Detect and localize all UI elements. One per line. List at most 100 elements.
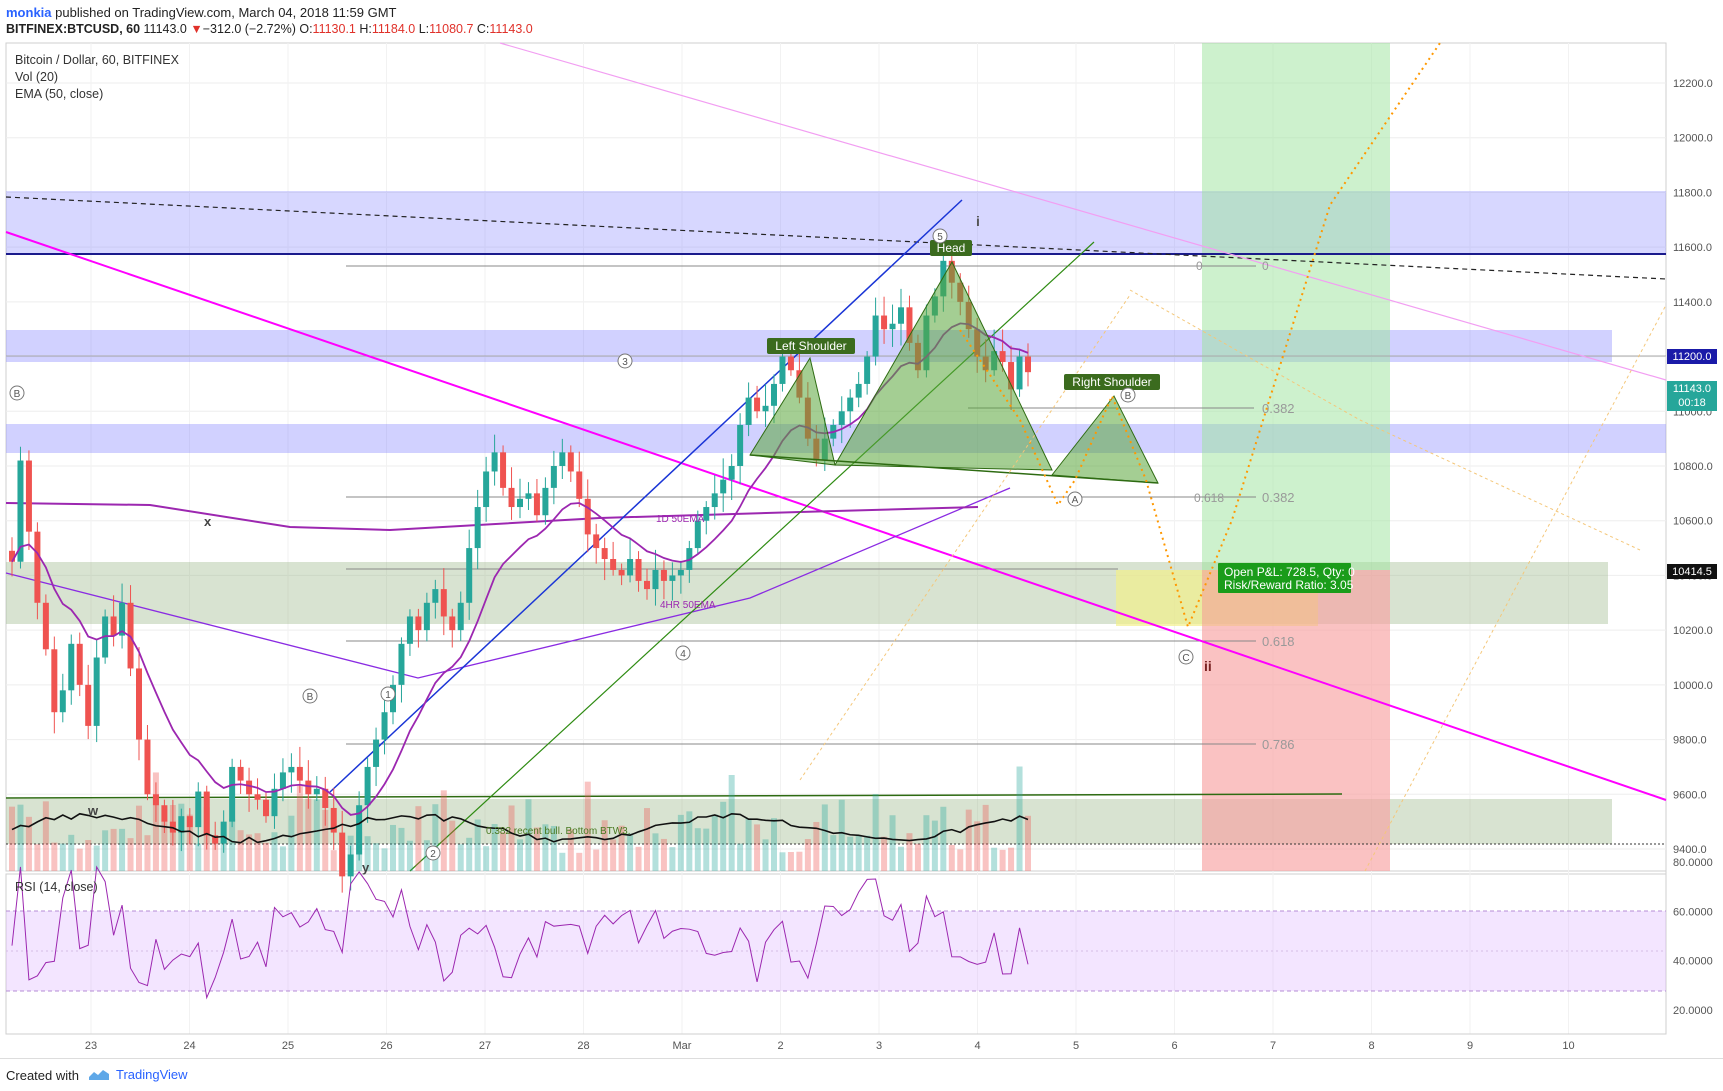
candle-body[interactable] — [220, 821, 227, 844]
candle-body[interactable] — [364, 766, 371, 806]
candle-body[interactable] — [305, 780, 312, 795]
candle-body[interactable] — [381, 712, 388, 740]
candle-body[interactable] — [119, 602, 126, 636]
candle-body[interactable] — [711, 493, 718, 508]
candle-body[interactable] — [17, 460, 24, 562]
candle-body[interactable] — [1025, 356, 1031, 373]
time-axis[interactable]: 23 24 25 26 27 28 Mar 2 3 4 5 6 7 8 9 10 — [85, 1040, 1575, 1052]
candle-body[interactable] — [136, 668, 142, 740]
candle-body[interactable] — [584, 498, 591, 535]
candle-body[interactable] — [152, 794, 159, 806]
candle-body[interactable] — [415, 616, 422, 631]
candle-body[interactable] — [542, 487, 549, 516]
volume-legend[interactable]: Vol (20) — [15, 70, 59, 84]
candle-body[interactable] — [906, 307, 913, 343]
candle-body[interactable] — [68, 643, 75, 691]
candle-body[interactable] — [762, 405, 769, 412]
candle-body[interactable] — [246, 780, 253, 795]
candle-body[interactable] — [474, 507, 481, 549]
ema-legend[interactable]: EMA (50, close) — [15, 87, 104, 101]
candle-body[interactable] — [457, 602, 464, 631]
candle-body[interactable] — [550, 466, 557, 488]
candle-body[interactable] — [330, 807, 337, 833]
candle-body[interactable] — [627, 559, 634, 576]
candle-body[interactable] — [423, 602, 430, 631]
candle-body[interactable] — [237, 766, 244, 781]
rsi-pane[interactable] — [5, 873, 1667, 1035]
candle-body[interactable] — [178, 816, 185, 833]
chart-canvas[interactable]: 0 0 0.382 0.618 0.382 0.618 0.786 Head L… — [0, 0, 1723, 1058]
candle-body[interactable] — [25, 460, 32, 532]
candle-body[interactable] — [500, 452, 507, 488]
candle-body[interactable] — [872, 315, 879, 357]
candle-body[interactable] — [576, 471, 583, 499]
candle-body[interactable] — [618, 569, 625, 576]
candle-body[interactable] — [838, 411, 845, 425]
candle-body[interactable] — [356, 805, 363, 855]
candle-body[interactable] — [703, 507, 710, 521]
candle-body[interactable] — [339, 832, 346, 877]
candle-body[interactable] — [660, 569, 667, 581]
candle-body[interactable] — [745, 397, 752, 425]
candle-body[interactable] — [567, 452, 574, 472]
candle-body[interactable] — [9, 550, 15, 562]
candle-body[interactable] — [652, 569, 659, 590]
candle-body[interactable] — [771, 383, 777, 406]
candle-body[interactable] — [737, 424, 744, 466]
candle-body[interactable] — [195, 791, 202, 828]
candle-body[interactable] — [644, 580, 650, 590]
candle-body[interactable] — [694, 520, 701, 549]
candle-body[interactable] — [85, 684, 92, 726]
candle-body[interactable] — [787, 356, 794, 371]
candle-body[interactable] — [517, 498, 523, 508]
candle-body[interactable] — [1008, 362, 1015, 390]
candle-body[interactable] — [51, 649, 58, 713]
price-axis[interactable]: 12200.0 12000.0 11800.0 11600.0 11400.0 11200… — [1673, 78, 1713, 856]
candle-body[interactable] — [483, 471, 490, 508]
candle-body[interactable] — [449, 616, 456, 631]
candle-body[interactable] — [42, 602, 49, 650]
candle-body[interactable] — [754, 397, 761, 412]
candle-body[interactable] — [288, 766, 295, 773]
candle-body[interactable] — [1016, 356, 1023, 390]
candle-body[interactable] — [296, 766, 303, 781]
candle-body[interactable] — [779, 356, 786, 384]
candle-body[interactable] — [533, 493, 540, 516]
candle-body[interactable] — [855, 383, 862, 398]
candle-body[interactable] — [728, 466, 735, 480]
candle-body[interactable] — [466, 548, 473, 603]
price-pane[interactable] — [5, 42, 1667, 872]
candle-body[interactable] — [406, 616, 413, 644]
candle-body[interactable] — [313, 788, 320, 795]
candle-body[interactable] — [898, 307, 904, 324]
candle-body[interactable] — [93, 657, 100, 726]
candle-body[interactable] — [254, 794, 261, 800]
candle-body[interactable] — [889, 323, 896, 330]
candle-body[interactable] — [440, 589, 447, 617]
candle-body[interactable] — [203, 791, 210, 836]
candle-body[interactable] — [635, 559, 642, 581]
candle-body[interactable] — [263, 799, 269, 817]
candle-body[interactable] — [677, 569, 684, 576]
candle-body[interactable] — [186, 816, 193, 828]
candle-body[interactable] — [59, 690, 66, 713]
candle-body[interactable] — [601, 548, 608, 560]
candle-body[interactable] — [847, 397, 854, 412]
candle-body[interactable] — [525, 493, 532, 499]
candle-body[interactable] — [161, 805, 168, 822]
candle-body[interactable] — [279, 772, 286, 789]
position-box[interactable] — [1218, 563, 1351, 593]
candle-body[interactable] — [212, 835, 219, 844]
candle-body[interactable] — [110, 616, 117, 636]
rsi-legend[interactable]: RSI (14, close) — [15, 880, 98, 894]
candle-body[interactable] — [34, 531, 41, 603]
candle-body[interactable] — [864, 356, 871, 384]
candle-body[interactable] — [999, 351, 1006, 363]
candle-body[interactable] — [322, 788, 329, 808]
candle-body[interactable] — [347, 854, 354, 877]
candle-body[interactable] — [229, 766, 236, 822]
candle-body[interactable] — [491, 452, 498, 472]
candle-body[interactable] — [398, 643, 405, 685]
candle-body[interactable] — [271, 788, 278, 817]
candle-body[interactable] — [610, 559, 617, 570]
